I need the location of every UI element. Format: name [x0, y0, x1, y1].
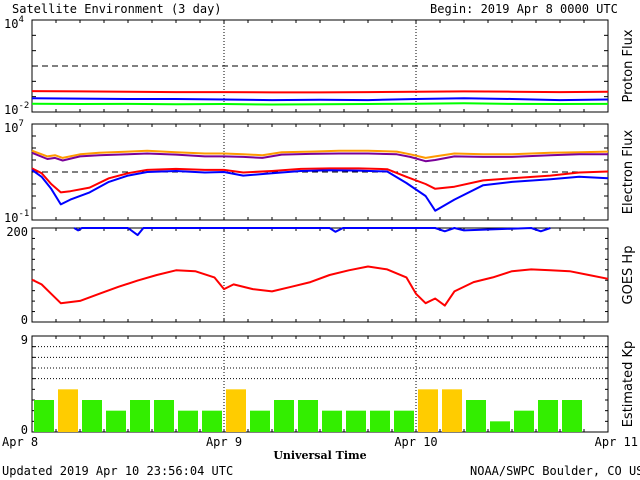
kp-bar	[538, 400, 558, 432]
proton-series-green	[31, 102, 609, 106]
x-tick-label: Apr 10	[394, 435, 437, 449]
kp-bar	[418, 389, 438, 432]
kp-bar	[274, 400, 294, 432]
kp-bar	[130, 400, 150, 432]
x-axis-title: Universal Time	[273, 449, 366, 462]
kp-bar	[250, 410, 270, 432]
kp-axis-label: Estimated Kp	[621, 341, 636, 428]
kp-bar	[394, 410, 414, 432]
chart-title: Satellite Environment (3 day)	[12, 2, 222, 16]
y-tick-label: 10-2	[4, 101, 29, 117]
y-tick-exponent: -2	[18, 101, 29, 111]
goes_hp-frame	[31, 227, 609, 323]
kp-bar	[370, 410, 390, 432]
credit-label: NOAA/SWPC Boulder, CO USA	[470, 464, 640, 478]
kp-bar	[442, 389, 462, 432]
x-tick-label: Apr 9	[206, 435, 242, 449]
electron-frame	[31, 123, 609, 221]
electron-axis-label: Electron Flux	[621, 129, 636, 214]
proton-axis-label: Proton Flux	[621, 29, 636, 102]
kp-bar	[34, 400, 54, 432]
proton-series-red	[31, 90, 609, 94]
proton-panel: 104 10-2 Proton Flux	[4, 15, 636, 117]
y-tick-label: 0	[21, 423, 28, 437]
kp-bar	[346, 410, 366, 432]
kp-bar	[322, 410, 342, 432]
y-tick-label: 104	[4, 15, 24, 31]
kp-bar	[226, 389, 246, 432]
goes_hp-panel: 200 0 GOES Hp	[6, 225, 636, 327]
y-tick-label: 9	[21, 333, 28, 347]
proton-series-blue	[31, 97, 609, 102]
kp-bar	[178, 410, 198, 432]
electron-series-purple	[31, 151, 608, 163]
kp-bar	[562, 400, 582, 432]
y-tick-exponent: 7	[18, 119, 23, 129]
y-tick-exponent: 4	[18, 15, 23, 25]
goes_hp-series-blue	[73, 227, 551, 237]
kp-bar	[82, 400, 102, 432]
electron-panel: 107 10-1 Electron Flux	[4, 119, 636, 225]
electron-series-red	[31, 167, 609, 194]
goes_hp-series-red	[31, 265, 609, 307]
kp-bar	[298, 400, 318, 432]
kp-bar	[490, 421, 510, 432]
kp-bar	[514, 410, 534, 432]
y-tick-label: 0	[21, 313, 28, 327]
x-tick-label: Apr 8	[2, 435, 38, 449]
electron-series-orange	[31, 149, 609, 159]
kp-bar	[106, 410, 126, 432]
y-tick-exponent: -1	[18, 209, 29, 219]
electron-series-blue	[31, 169, 609, 212]
begin-time: Begin: 2019 Apr 8 0000 UTC	[430, 2, 618, 16]
kp-bar	[154, 400, 174, 432]
kp-bar	[466, 400, 486, 432]
kp-bar	[58, 389, 78, 432]
y-tick-label: 10-1	[4, 209, 29, 225]
x-tick-label: Apr 11	[595, 435, 638, 449]
y-tick-label: 200	[6, 225, 28, 239]
kp-bar	[202, 410, 222, 432]
y-tick-label: 107	[4, 119, 24, 135]
updated-time: Updated 2019 Apr 10 23:56:04 UTC	[2, 464, 234, 478]
goes_hp-axis-label: GOES Hp	[621, 246, 636, 305]
kp-panel: 9 0 Estimated Kp	[21, 333, 636, 437]
